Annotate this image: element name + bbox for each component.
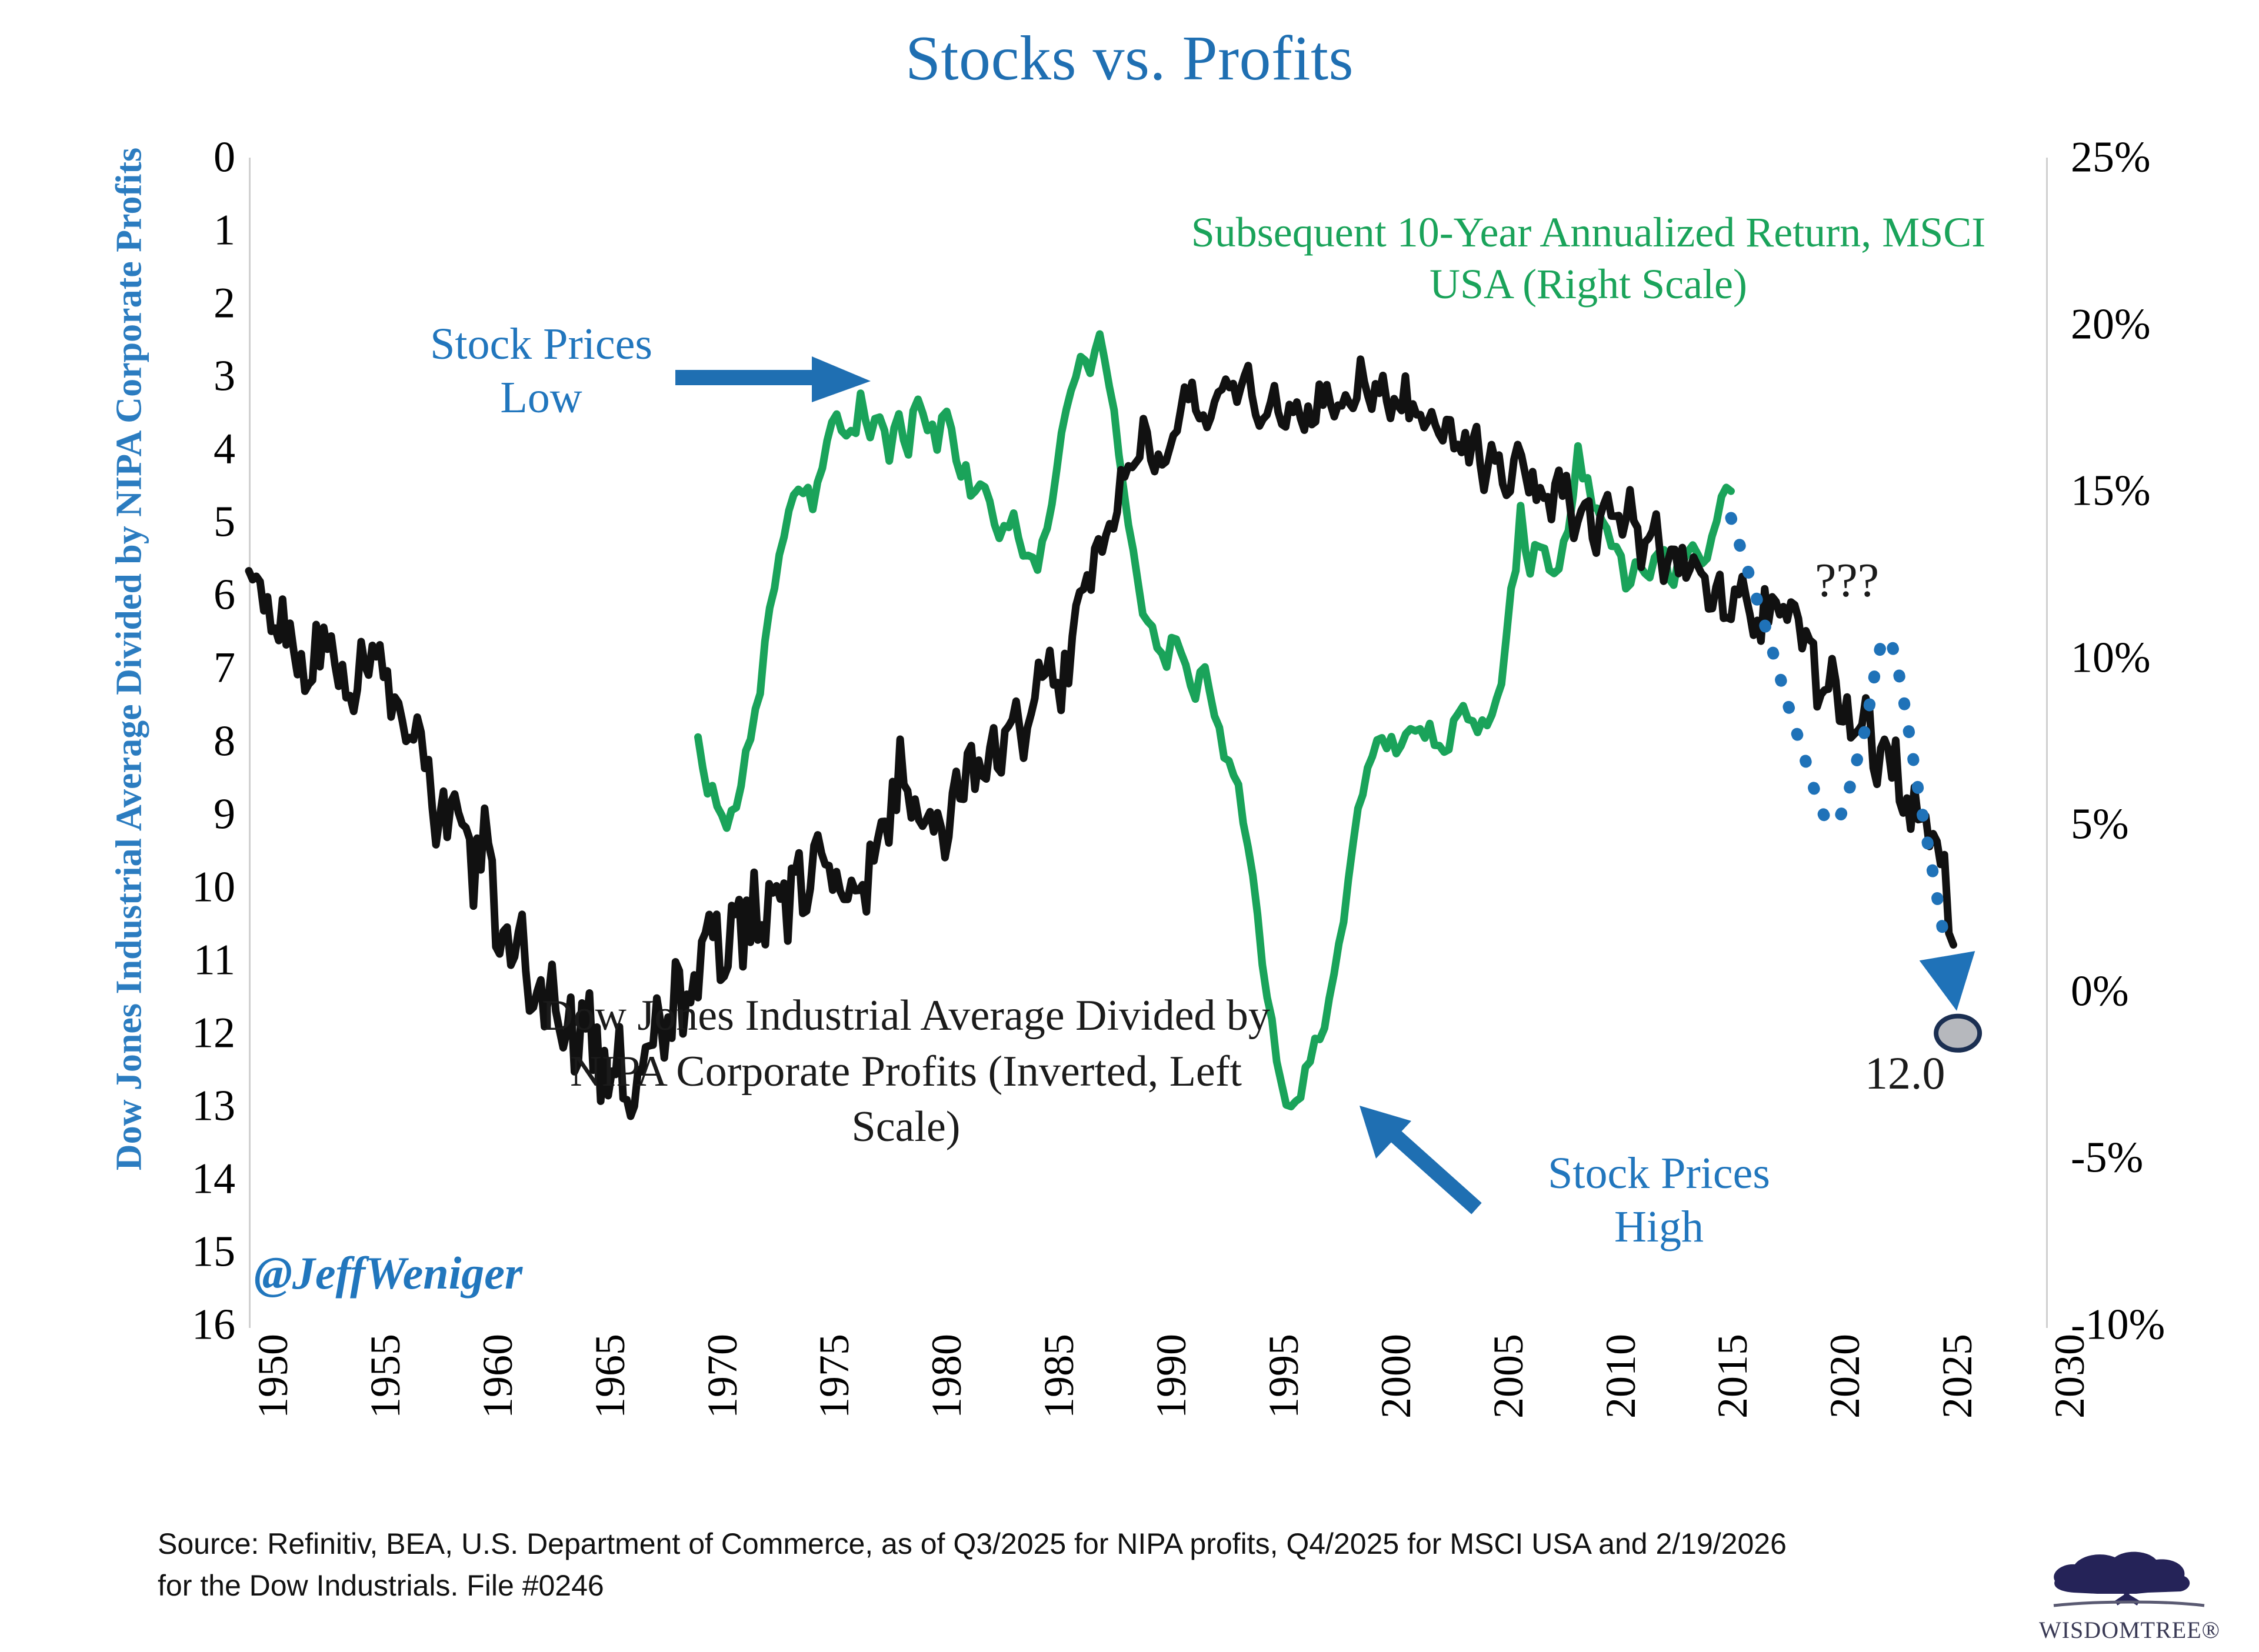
x-axis-tick: 1995 <box>1260 1334 1307 1419</box>
x-axis-tick: 1975 <box>811 1334 858 1419</box>
x-axis-tick: 2025 <box>1934 1334 1981 1419</box>
projection-group <box>1725 512 1975 1011</box>
x-axis-ticks: 1950 1955 1960 1965 1970 1975 1980 1985 1990 1995… <box>249 1334 2093 1510</box>
right-axis-tick: 5% <box>2071 800 2129 849</box>
x-axis-tick: 2000 <box>1372 1334 1420 1419</box>
plot-area <box>245 158 2045 1325</box>
left-axis-tick: 3 <box>214 352 235 401</box>
left-axis-tick: 8 <box>214 717 235 765</box>
stock-prices-low-arrow <box>675 356 871 402</box>
left-axis-tick: 0 <box>214 133 235 182</box>
x-axis-tick: 1990 <box>1148 1334 1195 1419</box>
x-axis-tick: 2015 <box>1709 1334 1757 1419</box>
left-axis-line <box>249 158 251 1328</box>
x-axis-tick: 1955 <box>361 1334 409 1419</box>
right-axis-line <box>2046 158 2048 1328</box>
x-axis-tick: 1985 <box>1035 1334 1083 1419</box>
x-axis-tick: 1980 <box>923 1334 971 1419</box>
unknown-marker-label: ??? <box>1815 553 1880 607</box>
x-axis-tick: 2005 <box>1484 1334 1532 1419</box>
x-axis-tick: 1950 <box>249 1334 296 1419</box>
x-axis-tick: 1970 <box>698 1334 746 1419</box>
left-axis-tick: 15 <box>192 1227 235 1276</box>
right-axis-tick: 25% <box>2071 133 2151 182</box>
projection-arrowhead <box>1919 951 1975 1011</box>
stock-prices-high-arrow <box>1360 1106 1482 1214</box>
projection-dotted-line <box>1725 512 1948 934</box>
right-axis-tick: -10% <box>2071 1300 2165 1349</box>
x-axis-tick: 2030 <box>2046 1334 2093 1419</box>
right-axis-tick: -5% <box>2071 1133 2144 1182</box>
green-series-group <box>694 330 1735 1110</box>
wisdomtree-logo: WISDOMTREE® <box>2033 1547 2227 1644</box>
right-axis-tick: 10% <box>2071 633 2151 682</box>
end-marker-group <box>1934 1013 1983 1053</box>
left-axis-tick: 10 <box>192 863 235 912</box>
x-axis-tick: 2020 <box>1821 1334 1869 1419</box>
right-axis-ticks: 25% 20% 15% 10% 5% 0% -5% -10% <box>2071 134 2259 1349</box>
left-axis-tick: 2 <box>214 279 235 328</box>
series-canvas <box>245 330 1983 1120</box>
source-note: Source: Refinitiv, BEA, U.S. Department … <box>158 1523 1958 1607</box>
tree-icon <box>2053 1551 2205 1607</box>
end-value-label: 12.0 <box>1865 1047 1945 1099</box>
right-axis-tick: 15% <box>2071 466 2151 515</box>
wisdomtree-wordmark: WISDOMTREE® <box>2038 1617 2221 1643</box>
left-axis-tick: 7 <box>214 643 235 692</box>
source-line-2: for the Dow Industrials. File #0246 <box>158 1569 604 1602</box>
black-series-label: Dow Jones Industrial Average Divided by … <box>542 992 1270 1152</box>
right-axis-tick: 0% <box>2071 967 2129 1016</box>
x-axis-tick: 1965 <box>586 1334 634 1419</box>
left-axis-tick: 4 <box>214 425 235 473</box>
black-series-line <box>245 355 1957 1120</box>
stock-prices-high-label: Stock Prices High <box>1548 1149 1770 1252</box>
black-series-group <box>245 355 1957 1120</box>
source-line-1: Source: Refinitiv, BEA, U.S. Department … <box>158 1527 1787 1560</box>
x-axis-tick: 1960 <box>474 1334 521 1419</box>
right-axis-tick: 20% <box>2071 300 2151 349</box>
green-series-label: Subsequent 10-Year Annualized Return, MS… <box>1191 209 1986 308</box>
left-axis-ticks: 0 1 2 3 4 5 6 7 8 9 10 11 12 13 14 15 16 <box>47 134 235 1349</box>
end-value-marker <box>1934 1013 1983 1053</box>
left-axis-tick: 13 <box>192 1082 235 1130</box>
left-axis-tick: 5 <box>214 498 235 546</box>
green-series-line <box>694 330 1735 1110</box>
author-handle: @JeffWeniger <box>254 1247 523 1299</box>
left-axis-tick: 11 <box>193 936 235 984</box>
page-title: Stocks vs. Profits <box>905 24 1354 94</box>
left-axis-tick: 9 <box>214 790 235 839</box>
left-axis-tick: 12 <box>192 1009 235 1057</box>
left-axis-tick: 6 <box>214 570 235 619</box>
left-axis-tick: 1 <box>214 206 235 255</box>
stock-prices-low-label: Stock Prices Low <box>430 319 652 423</box>
x-axis-tick: 2010 <box>1597 1334 1644 1419</box>
left-axis-tick: 14 <box>192 1154 235 1203</box>
left-axis-tick: 16 <box>192 1300 235 1349</box>
